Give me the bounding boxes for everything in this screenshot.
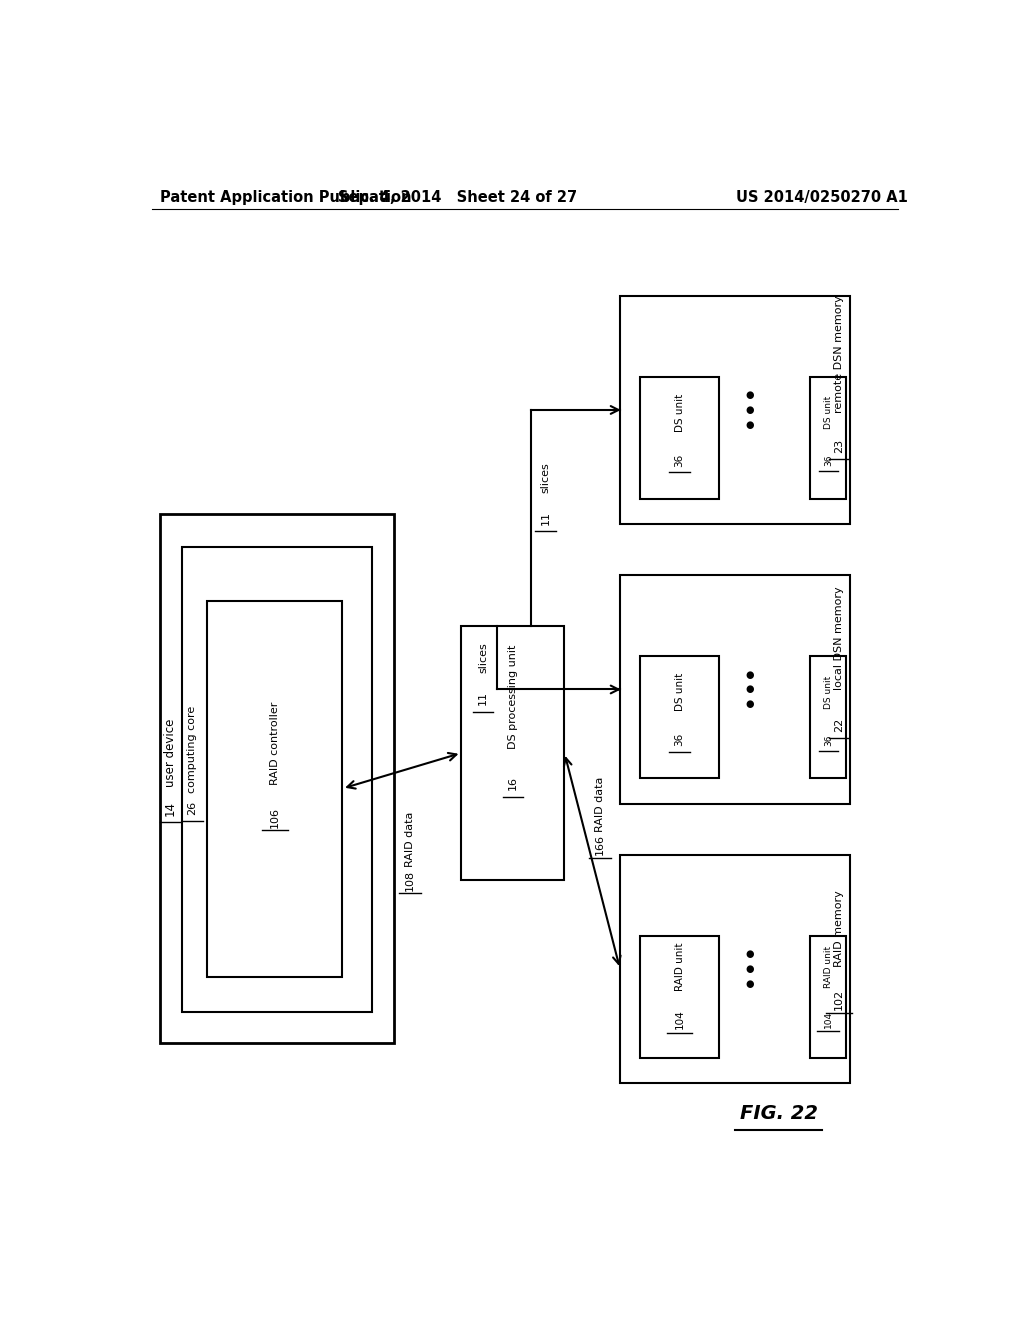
Bar [182,546,373,1012]
Text: DS unit: DS unit [824,396,833,429]
Text: computing core: computing core [187,705,198,792]
Text: 102: 102 [835,989,844,1010]
Text: RAID unit: RAID unit [824,945,833,987]
Text: 23: 23 [835,438,844,453]
Text: RAID unit: RAID unit [675,942,685,991]
Text: 16: 16 [508,776,518,791]
Text: 166: 166 [595,834,605,855]
Text: DS unit: DS unit [675,393,685,432]
Text: 11: 11 [478,692,488,705]
Bar [811,656,846,779]
Text: RAID controller: RAID controller [269,701,280,784]
Text: DS unit: DS unit [824,676,833,709]
Text: 26: 26 [187,801,198,814]
Text: ●
●
●: ● ● ● [745,669,754,709]
Text: 106: 106 [269,807,280,828]
Text: remote DSN memory: remote DSN memory [835,296,844,413]
Bar [207,601,342,977]
Text: 108: 108 [404,870,415,891]
Bar [620,576,850,804]
Text: 36: 36 [675,733,685,746]
Bar [640,378,719,499]
Text: 36: 36 [824,454,833,466]
Text: 36: 36 [675,454,685,467]
Bar [640,936,719,1057]
Text: 14: 14 [164,801,176,816]
Text: DS processing unit: DS processing unit [508,645,518,750]
Text: RAID memory: RAID memory [835,890,844,966]
Text: ●
●
●: ● ● ● [745,391,754,430]
Text: slices: slices [478,643,488,673]
Bar [620,854,850,1084]
Text: RAID data: RAID data [404,812,415,867]
Bar [620,296,850,524]
Bar [811,936,846,1057]
Text: FIG. 22: FIG. 22 [739,1105,818,1123]
Bar [811,378,846,499]
Text: 104: 104 [675,1010,685,1030]
Text: RAID data: RAID data [595,776,605,832]
Text: Sep. 4, 2014   Sheet 24 of 27: Sep. 4, 2014 Sheet 24 of 27 [338,190,577,205]
Text: 22: 22 [835,718,844,733]
Text: US 2014/0250270 A1: US 2014/0250270 A1 [736,190,908,205]
Bar [461,626,564,880]
Bar [160,515,394,1043]
Text: 11: 11 [541,511,551,525]
Text: ●
●
●: ● ● ● [745,949,754,989]
Text: user device: user device [164,719,176,787]
Bar [640,656,719,779]
Text: DS unit: DS unit [675,673,685,711]
Text: Patent Application Publication: Patent Application Publication [160,190,412,205]
Text: 104: 104 [824,1011,833,1028]
Text: local DSN memory: local DSN memory [835,587,844,690]
Text: 36: 36 [824,734,833,746]
Text: slices: slices [541,462,551,492]
